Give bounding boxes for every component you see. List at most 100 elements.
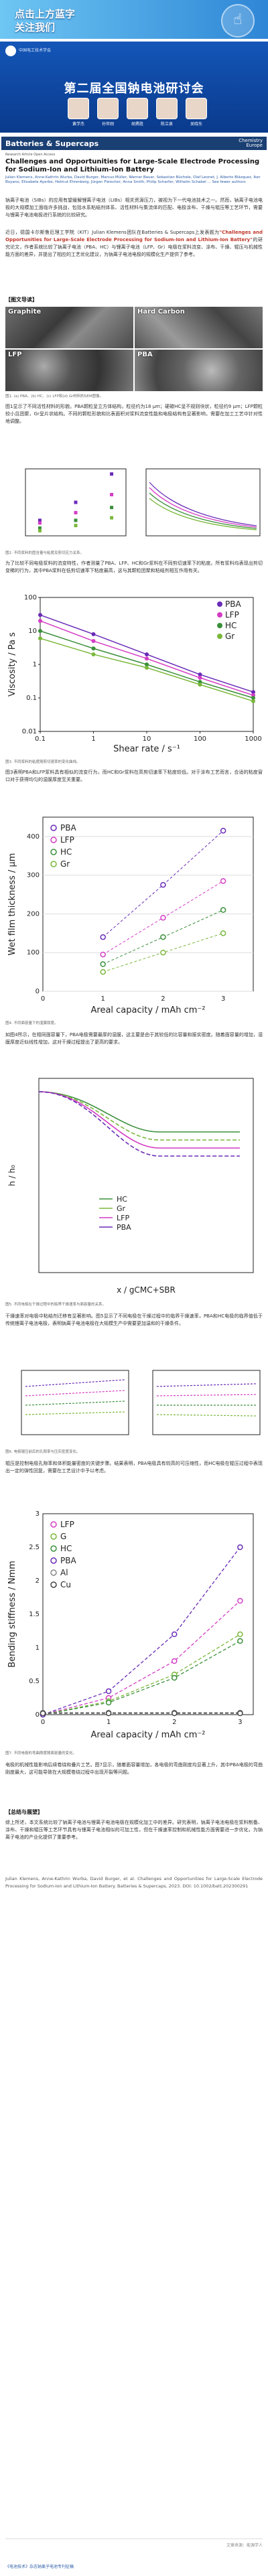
- x-axis-label: Areal capacity / mAh cm⁻²: [91, 1730, 206, 1740]
- series-line: [156, 1394, 257, 1397]
- data-point: [172, 1631, 178, 1638]
- x-axis-label: Shear rate / s⁻¹: [113, 744, 180, 754]
- legend-marker: [50, 1569, 57, 1576]
- series-line: [25, 1401, 125, 1406]
- y-tick-label: 1: [33, 661, 37, 668]
- data-point: [237, 1710, 243, 1717]
- x-tick-label: 0: [41, 1719, 45, 1726]
- reference[interactable]: Julian Klemens, Anne-Kathrin Wurba, Davi…: [5, 1876, 263, 1889]
- series-line: [25, 1411, 125, 1415]
- data-point: [198, 672, 202, 677]
- sem-image-hc: Hard Carbon: [135, 307, 263, 348]
- bending-stiffness-chart: 0 0.5 1 1.5 2 2.5 3 0 1 2 3 Areal capacity / mAh cm…: [7, 1510, 254, 1740]
- y-tick-label: 100: [27, 949, 40, 956]
- section-heading: 【总结与展望】: [5, 1809, 43, 1815]
- y-tick-label: 1: [36, 1644, 40, 1652]
- intro-paragraph: 钠离子电池（SIBs）的应用有望缓解锂离子电池（LIBs）相关资源压力，被视为下…: [5, 198, 263, 218]
- data-point: [251, 699, 255, 703]
- avatar: [97, 98, 119, 119]
- series-line: [156, 1414, 257, 1417]
- data-point: [110, 492, 114, 496]
- banner-line1: 点击上方蓝字: [15, 8, 76, 20]
- legend-label: HC: [60, 847, 72, 857]
- data-point: [38, 521, 42, 525]
- y-axis-label: Wet film thickness / µm: [7, 853, 17, 956]
- plot-frame: [21, 1370, 129, 1435]
- x-tick-label: 1: [107, 1719, 111, 1726]
- data-point: [105, 1688, 112, 1695]
- x-tick-label: 3: [221, 995, 225, 1003]
- legend-label: Gr: [117, 1204, 126, 1213]
- drying-paragraph: 干燥速率对电极中粘结剂迁移有显著影响。图5显示了不同电极在干燥过程中的临界干燥速…: [5, 1313, 263, 1326]
- series-line: [42, 1547, 241, 1715]
- data-point: [74, 500, 78, 504]
- data-point: [74, 524, 78, 528]
- journal-name: Batteries & Supercaps: [5, 139, 99, 148]
- data-point: [145, 656, 149, 661]
- legend-label: HC: [225, 621, 237, 630]
- section-heading: 【图文导读】: [5, 297, 38, 303]
- data-point: [220, 930, 226, 936]
- data-point: [160, 949, 166, 956]
- sem-image-lfp: LFP: [5, 350, 133, 391]
- speaker: 孙世刚: [96, 98, 119, 127]
- y-tick-label: 1.5: [29, 1611, 40, 1618]
- viscosity-paragraph: 图3表明PBA和LFP浆料具有相似的流变行为，而HC和Gr浆料在高剪切速率下粘度…: [5, 770, 263, 782]
- chemistry-europe-logo: Chemistry Europe: [239, 138, 263, 148]
- speaker: 吴晓东: [185, 98, 208, 127]
- data-point: [91, 632, 96, 636]
- data-point: [38, 518, 42, 522]
- x-tick-label: 1000: [245, 735, 261, 743]
- legend-label: LFP: [60, 835, 74, 845]
- data-point: [100, 961, 106, 967]
- data-point: [237, 1631, 243, 1638]
- society-logo-icon: [5, 46, 16, 56]
- y-axis-label: Viscosity / Pa s: [7, 632, 17, 697]
- legend-marker: [50, 825, 57, 831]
- series-line: [42, 1640, 241, 1715]
- speaker: 陈立泉: [155, 98, 178, 127]
- series-line: [42, 1600, 241, 1715]
- data-point: [160, 934, 166, 940]
- summary-paragraph: 近日，德国卡尔斯鲁厄理工学院（KIT）Julian Klemens团队在Batt…: [5, 230, 263, 257]
- figure1-paragraph: 图1显示了不同活性材料的形貌。PBA颗粒呈立方体结构，粒径约为18 μm；硬碳H…: [5, 404, 263, 424]
- figure-caption: 图1. (a) PBA、(b) HC、(c) LFP和(d) Gr材料的SEM图…: [5, 395, 104, 399]
- legend-label: LFP: [60, 1520, 74, 1529]
- speaker: 黄学杰: [67, 98, 90, 127]
- data-point: [172, 1710, 178, 1717]
- paper-authors[interactable]: Julian Klemens, Anne-Kathrin Wurba, Davi…: [5, 175, 261, 184]
- data-point: [145, 662, 149, 666]
- speaker: 胡勇胜: [126, 98, 149, 127]
- plot-frame: [145, 468, 261, 536]
- source-note: 文章来源：能源学人: [226, 2543, 263, 2548]
- y-tick-label: 100: [24, 594, 37, 601]
- conference-banner[interactable]: 中国电工技术学会 第二届全国钠电池研讨会 黄学杰 孙世刚 胡勇胜 陈立泉 吴晓东: [0, 42, 268, 133]
- banner-line2: 关注我们: [15, 21, 56, 33]
- speaker-row: 黄学杰 孙世刚 胡勇胜 陈立泉 吴晓东: [67, 98, 208, 127]
- legend-marker: [50, 1533, 57, 1540]
- article-footer: 文章来源：能源学人 《电池技术》杂志钠离子电池专刊征稿: [5, 2538, 263, 2569]
- legend-label: Cu: [60, 1580, 71, 1589]
- data-point: [110, 472, 114, 476]
- data-point: [172, 1674, 178, 1681]
- data-point: [91, 652, 96, 656]
- y-tick-label: 0.5: [29, 1678, 40, 1685]
- organizer-name: 中国电工技术学会: [19, 48, 52, 53]
- data-point: [100, 969, 106, 975]
- follow-banner[interactable]: 点击上方蓝字 关注我们 ☝: [0, 0, 268, 39]
- data-point: [38, 629, 42, 633]
- data-point: [105, 1710, 112, 1717]
- legend-label: LFP: [225, 610, 239, 620]
- previous-article-link[interactable]: 《电池技术》杂志钠离子电池专刊征稿: [5, 2565, 74, 2569]
- figure-caption: 图3. 不同浆料的粘度随剪切速率的变化曲线。: [5, 760, 80, 764]
- avatar: [156, 98, 178, 119]
- y-axis-label: h / h₀: [7, 1165, 17, 1186]
- data-point: [40, 1710, 46, 1717]
- legend-marker: [217, 623, 222, 628]
- data-point: [100, 934, 106, 940]
- y-axis-label: Bending stiffness / Nmm: [7, 1561, 17, 1668]
- series-line: [149, 492, 257, 529]
- sem-image-gr: PBA: [135, 350, 263, 391]
- data-point: [220, 878, 226, 884]
